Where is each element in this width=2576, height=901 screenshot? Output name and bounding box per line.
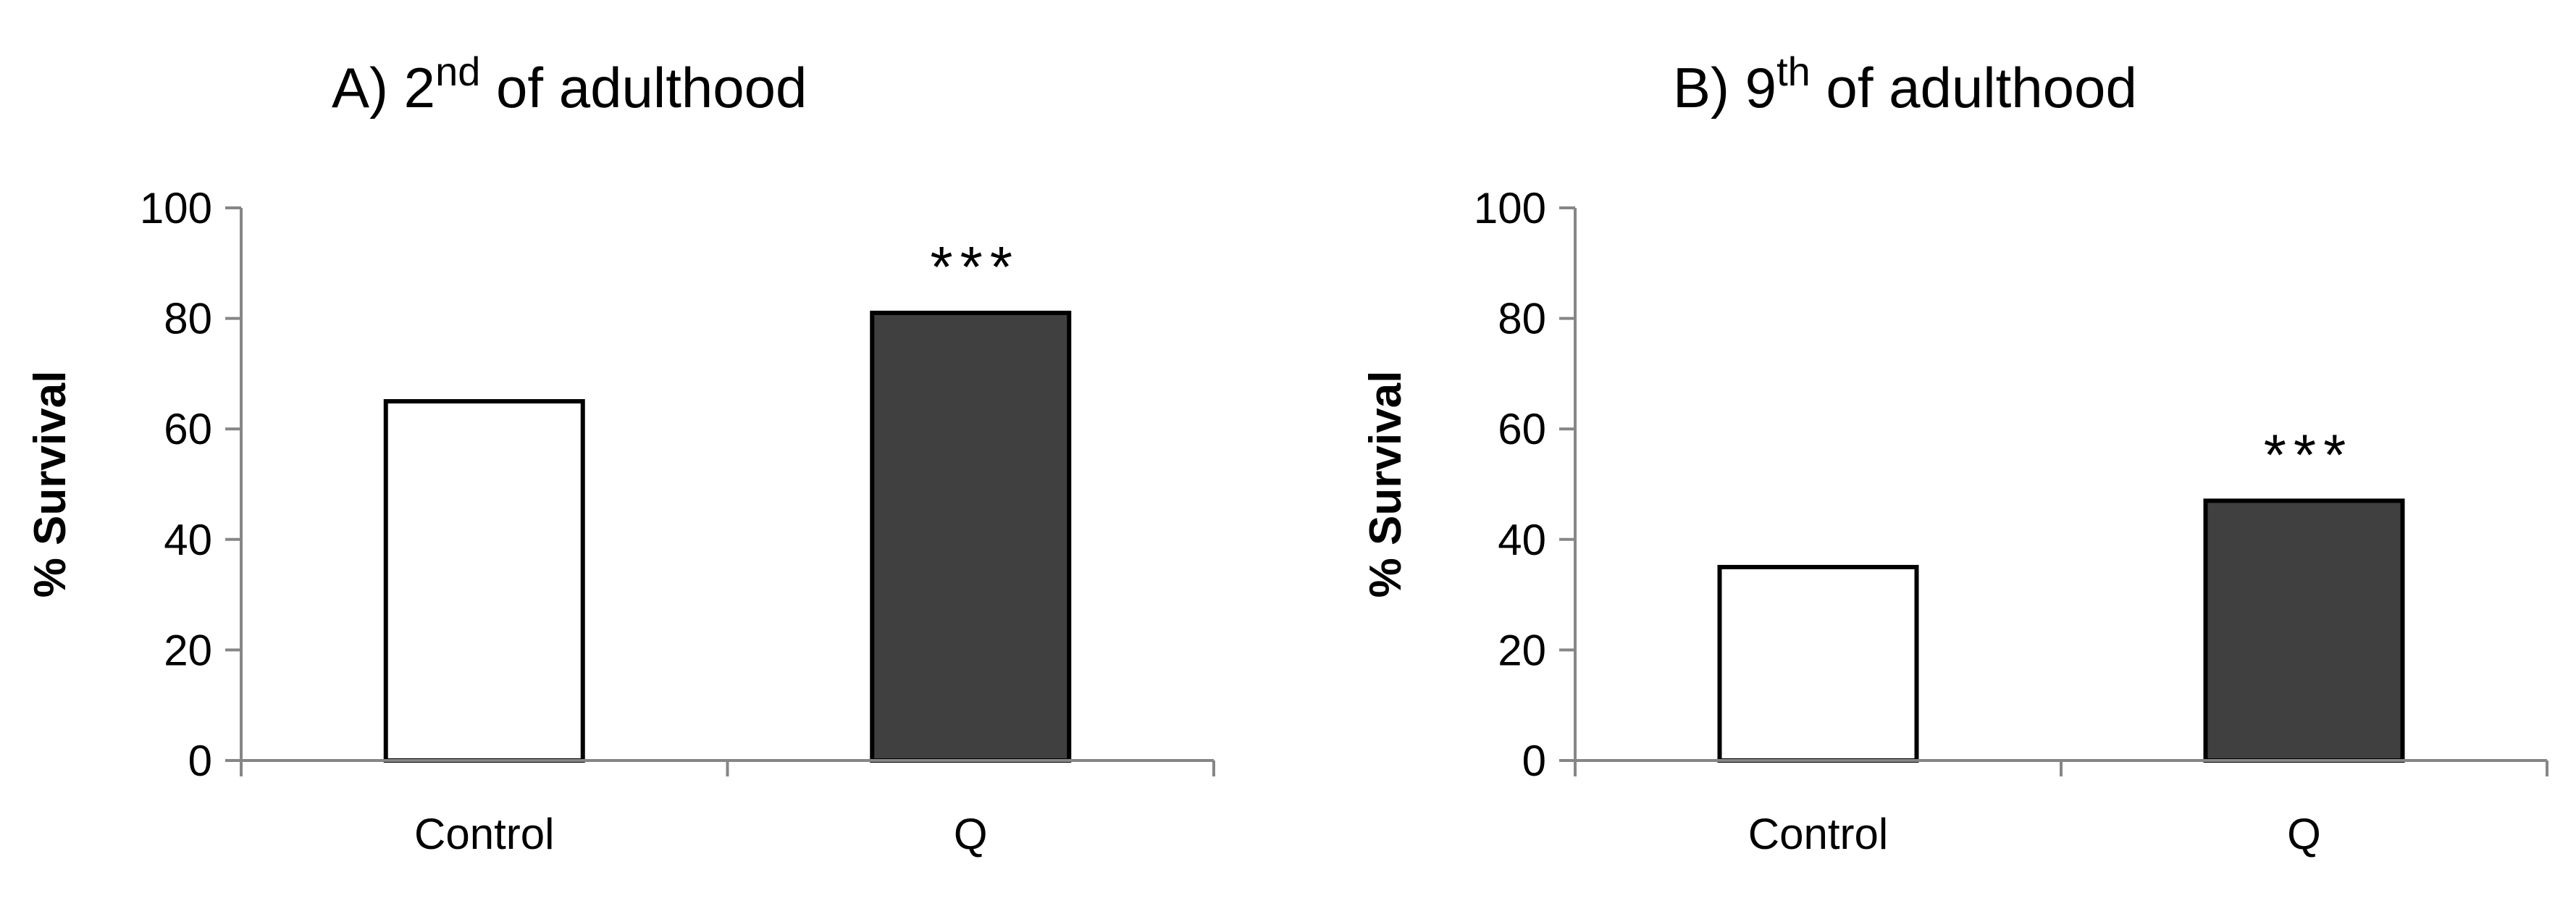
x-category-label: Q: [954, 810, 988, 858]
panel-title-prefix: B) 9: [1673, 56, 1776, 120]
y-tick-label: 20: [164, 626, 212, 674]
panel-title-suffix: of adulthood: [480, 56, 807, 120]
bar-q: [2203, 498, 2405, 763]
y-tick-label: 60: [1498, 405, 1546, 453]
y-tick-label: 100: [1474, 184, 1546, 232]
significance-label: ***: [2264, 422, 2353, 487]
x-category-label: Control: [414, 810, 554, 858]
y-tick-label: 40: [164, 516, 212, 564]
x-category-label: Control: [1748, 810, 1888, 858]
y-axis-title: % Survival: [1361, 371, 1411, 598]
bar-q: [870, 310, 1072, 763]
panel-title-prefix: A) 2: [332, 56, 435, 120]
panel-title-suffix: of adulthood: [1811, 56, 2137, 120]
panel-title: B) 9th of adulthood: [1673, 49, 2137, 120]
significance-label: ***: [931, 235, 1020, 299]
panel-title-superscript: th: [1776, 49, 1811, 94]
x-category-label: Q: [2287, 810, 2321, 858]
bar-control: [1717, 564, 1919, 763]
y-tick-label: 20: [1498, 626, 1546, 674]
panel-title: A) 2nd of adulthood: [332, 49, 807, 120]
y-tick-label: 80: [164, 295, 212, 343]
y-tick-label: 0: [188, 737, 212, 785]
panel-title-superscript: nd: [435, 49, 480, 94]
chart-panel-a: A) 2nd of adulthood % Survival 0 20 40 60 80 10…: [25, 49, 1215, 858]
y-tick-label: 60: [164, 405, 212, 453]
y-tick-label: 80: [1498, 295, 1546, 343]
y-axis-title: % Survival: [25, 371, 75, 598]
y-tick-label: 100: [140, 184, 212, 232]
bar-control: [383, 399, 585, 763]
y-tick-label: 0: [1522, 737, 1546, 785]
y-tick-label: 40: [1498, 516, 1546, 564]
chart-panel-b: B) 9th of adulthood % Survival 0 20 40 60 80 10…: [1361, 49, 2548, 858]
